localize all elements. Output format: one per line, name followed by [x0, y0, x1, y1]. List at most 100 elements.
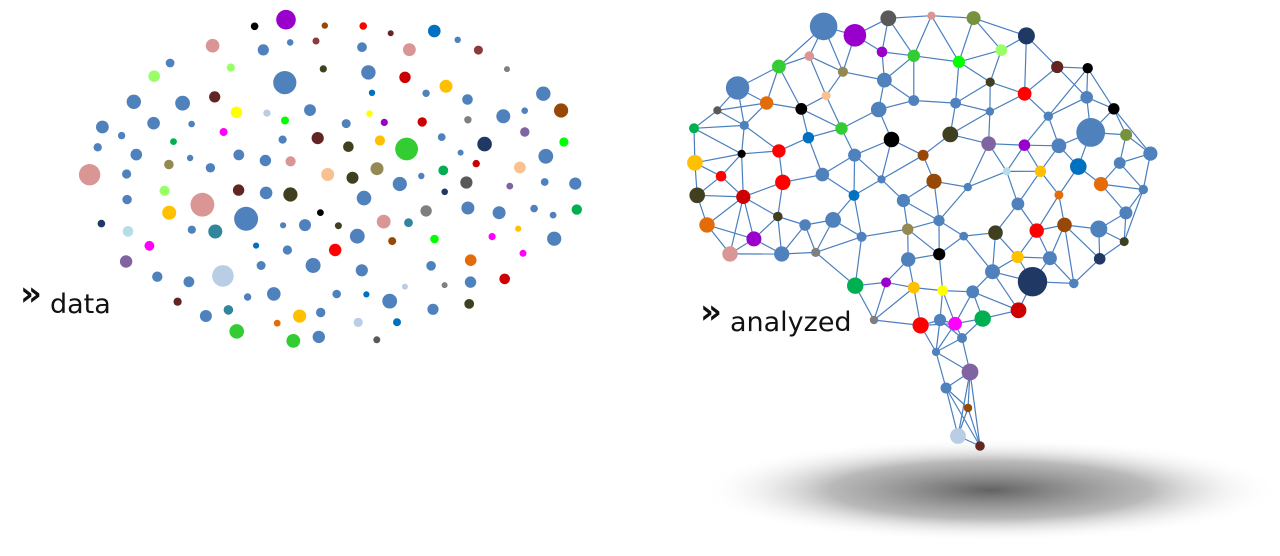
network-edge: [935, 351, 947, 389]
data-dot: [460, 176, 473, 189]
network-node: [931, 347, 941, 357]
data-dot: [387, 30, 394, 37]
data-dot: [122, 226, 134, 237]
data-dot: [454, 36, 461, 43]
network-node: [985, 107, 995, 116]
network-edge: [967, 407, 981, 447]
network-node: [1002, 167, 1011, 176]
network-node: [933, 313, 947, 327]
network-node: [843, 24, 867, 47]
data-dot: [403, 43, 416, 57]
data-dot: [504, 66, 510, 73]
network-node: [689, 187, 705, 204]
network-edge: [815, 236, 862, 253]
data-dot: [321, 22, 328, 29]
data-dot: [427, 303, 439, 315]
data-dot: [256, 261, 266, 270]
network-edge: [1113, 108, 1151, 154]
network-node: [848, 190, 860, 201]
data-dot: [334, 222, 342, 230]
data-dot: [170, 138, 177, 146]
network-node: [907, 281, 920, 294]
data-dot: [488, 233, 496, 241]
network-node: [739, 120, 749, 130]
network-node: [773, 211, 783, 222]
data-dot: [464, 276, 477, 288]
data-dot: [234, 206, 259, 231]
network-node: [1051, 60, 1064, 74]
data-dot: [538, 148, 554, 164]
data-caption-word: data: [49, 289, 111, 320]
network-node: [902, 223, 914, 235]
data-dot: [186, 154, 194, 162]
data-dot: [232, 184, 245, 196]
network-edge: [854, 236, 863, 286]
network-edge: [963, 235, 993, 273]
data-dot: [316, 307, 326, 318]
network-node: [937, 285, 948, 296]
network-node: [847, 277, 864, 294]
network-node: [1018, 139, 1031, 151]
data-dot: [540, 178, 549, 186]
data-dot: [441, 282, 448, 289]
data-dot: [530, 204, 538, 213]
data-dot: [312, 37, 320, 45]
data-dot: [357, 42, 367, 53]
data-dot: [117, 131, 126, 140]
network-node: [799, 219, 811, 231]
data-dot: [417, 117, 427, 127]
network-edge: [743, 124, 780, 152]
brain-network-graph: [687, 10, 1280, 542]
network-node: [966, 11, 981, 26]
data-dot: [162, 205, 177, 220]
data-dot: [286, 334, 301, 348]
network-node: [835, 122, 848, 135]
network-edge: [853, 155, 856, 196]
network-edge: [958, 61, 991, 83]
data-dot: [208, 224, 223, 239]
network-node: [957, 333, 967, 343]
network-node: [963, 182, 972, 192]
data-dot: [374, 135, 385, 146]
network-node: [876, 46, 888, 58]
data-dot: [190, 192, 215, 217]
network-edge: [693, 127, 742, 155]
data-dot: [285, 156, 296, 167]
network-edge: [1023, 115, 1049, 146]
network-edge: [1123, 189, 1144, 242]
data-dot: [293, 309, 307, 323]
network-node: [1080, 91, 1093, 104]
network-node: [1051, 138, 1067, 154]
network-edge: [729, 196, 744, 255]
network-node: [981, 136, 996, 151]
data-dot: [183, 276, 195, 288]
data-dot: [209, 91, 221, 103]
data-dot: [514, 161, 526, 174]
network-edge: [938, 186, 969, 221]
data-dot: [97, 219, 106, 228]
network-node: [950, 428, 966, 444]
data-dot: [223, 305, 234, 315]
data-dot: [273, 71, 297, 95]
network-node: [772, 59, 786, 74]
data-dot: [280, 222, 287, 229]
network-edge: [955, 102, 991, 113]
network-node: [821, 91, 831, 101]
network-node: [848, 148, 862, 162]
data-dot: [199, 310, 212, 322]
data-dot: [420, 205, 432, 217]
network-edge: [967, 170, 1007, 188]
network-node: [908, 95, 920, 106]
network-node: [1120, 128, 1133, 141]
data-dot: [148, 70, 160, 82]
data-dot: [329, 243, 342, 257]
network-node: [926, 173, 942, 189]
network-node: [912, 317, 929, 334]
data-dot: [461, 201, 475, 215]
data-dot: [257, 44, 269, 56]
network-node: [959, 231, 969, 241]
network-edge: [930, 15, 960, 63]
data-dot: [361, 65, 376, 80]
data-dot: [286, 39, 294, 46]
data-dot: [437, 133, 446, 142]
